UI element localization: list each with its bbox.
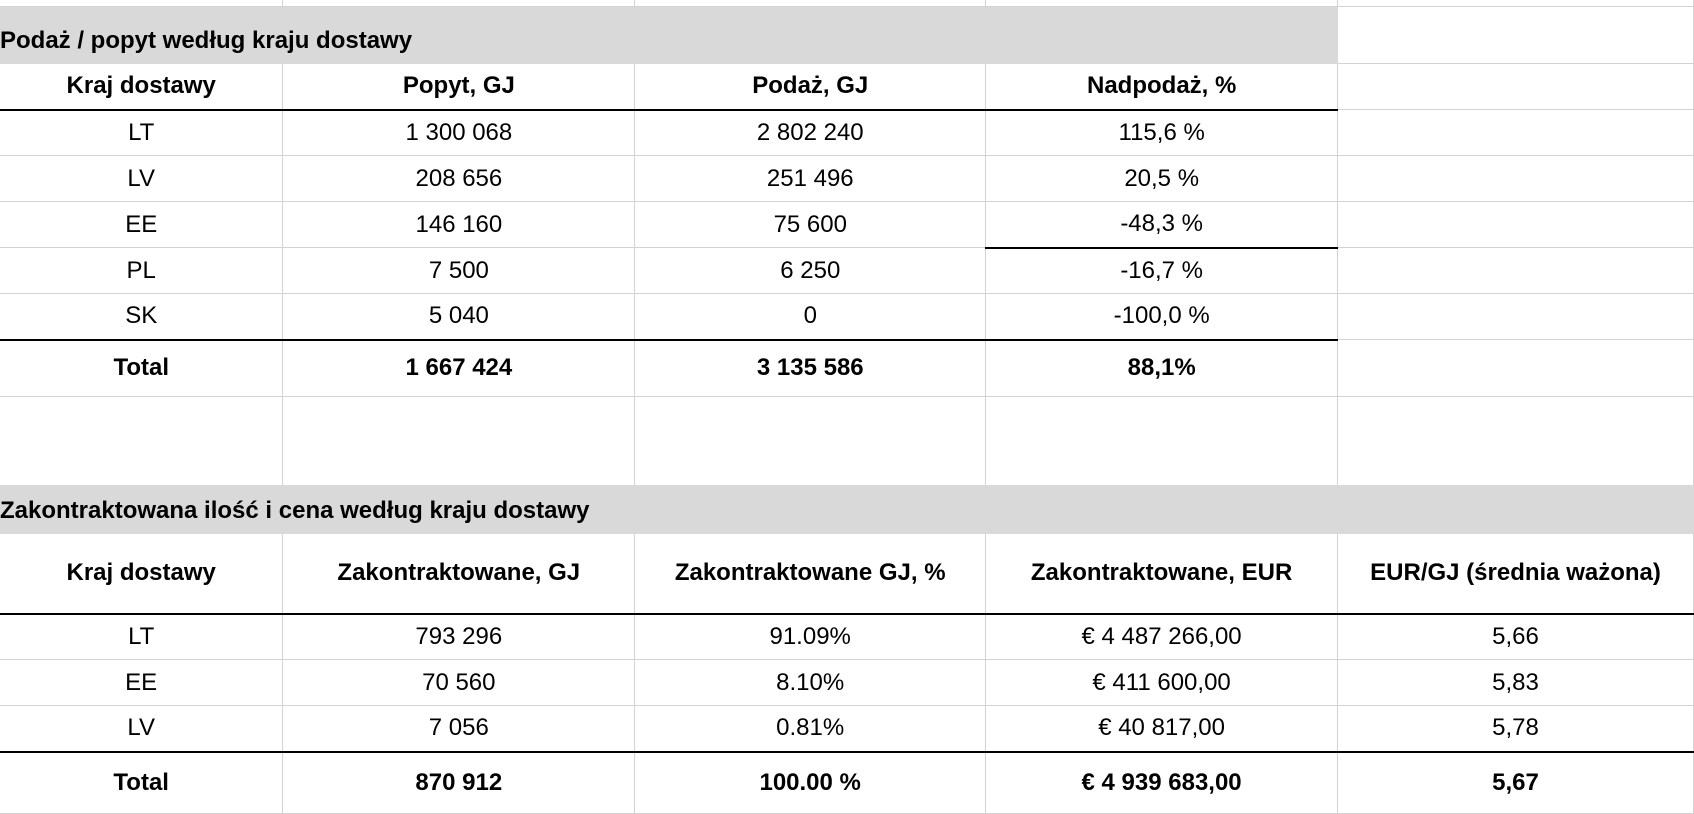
section-title[interactable]: Podaż / popyt według kraju dostawy: [0, 6, 1339, 64]
cell[interactable]: 0.81%: [634, 705, 987, 753]
cell[interactable]: LV: [0, 155, 284, 202]
table-row: LT 1 300 068 2 802 240 115,6 %: [0, 109, 1694, 156]
table-row: LT 793 296 91.09% € 4 487 266,00 5,66: [0, 613, 1694, 660]
cell[interactable]: 870 912: [282, 751, 636, 814]
cell[interactable]: SK: [0, 293, 284, 341]
cell[interactable]: 8.10%: [634, 659, 987, 706]
table-row: EE 70 560 8.10% € 411 600,00 5,83: [0, 659, 1694, 706]
cell[interactable]: 70 560: [282, 659, 636, 706]
cell[interactable]: EE: [0, 201, 284, 248]
cell[interactable]: 75 600: [634, 201, 987, 248]
cell[interactable]: 793 296: [282, 613, 636, 660]
column-header[interactable]: EUR/GJ (średnia ważona): [1337, 533, 1694, 615]
cell[interactable]: EE: [0, 659, 284, 706]
total-row: Total 1 667 424 3 135 586 88,1%: [0, 339, 1694, 397]
contracted-table: Zakontraktowana ilość i cena według kraj…: [0, 485, 1694, 814]
cell[interactable]: € 411 600,00: [985, 659, 1339, 706]
cell[interactable]: 5 040: [282, 293, 636, 341]
cell[interactable]: 20,5 %: [985, 155, 1339, 202]
cell[interactable]: 91.09%: [634, 613, 987, 660]
column-header[interactable]: Zakontraktowane GJ, %: [634, 533, 987, 615]
table-row: SK 5 040 0 -100,0 %: [0, 293, 1694, 341]
total-row: Total 870 912 100.00 % € 4 939 683,00 5,67: [0, 751, 1694, 814]
cell[interactable]: 1 300 068: [282, 109, 636, 156]
cell[interactable]: 0: [634, 293, 987, 341]
cell[interactable]: 3 135 586: [634, 339, 987, 397]
cell[interactable]: 146 160: [282, 201, 636, 248]
cell[interactable]: 7 500: [282, 247, 636, 294]
column-header[interactable]: Zakontraktowane, GJ: [282, 533, 636, 615]
column-header[interactable]: Zakontraktowane, EUR: [985, 533, 1339, 615]
cell[interactable]: 115,6 %: [985, 109, 1339, 156]
cell[interactable]: PL: [0, 247, 284, 294]
total-label[interactable]: Total: [0, 339, 284, 397]
cell[interactable]: -48,3 %: [985, 201, 1339, 249]
column-header[interactable]: Nadpodaż, %: [985, 63, 1339, 111]
cell[interactable]: € 4 939 683,00: [985, 751, 1339, 814]
table-row: LV 7 056 0.81% € 40 817,00 5,78: [0, 705, 1694, 753]
cell[interactable]: LT: [0, 109, 284, 156]
cell[interactable]: 5,67: [1337, 751, 1694, 814]
cell[interactable]: 5,83: [1337, 659, 1694, 706]
column-header[interactable]: Kraj dostawy: [0, 63, 284, 111]
cell[interactable]: -100,0 %: [985, 293, 1339, 341]
cell[interactable]: 88,1%: [985, 339, 1339, 397]
cell[interactable]: 5,78: [1337, 705, 1694, 753]
cell[interactable]: 208 656: [282, 155, 636, 202]
column-header[interactable]: Podaż, GJ: [634, 63, 987, 111]
cell[interactable]: 5,66: [1337, 613, 1694, 660]
table-row: EE 146 160 75 600 -48,3 %: [0, 201, 1694, 249]
cell[interactable]: 6 250: [634, 247, 987, 294]
cell[interactable]: -16,7 %: [985, 247, 1339, 294]
cell[interactable]: 1 667 424: [282, 339, 636, 397]
supply-demand-table: Podaż / popyt według kraju dostawy Kraj …: [0, 0, 1694, 487]
column-header[interactable]: Popyt, GJ: [282, 63, 636, 111]
cell[interactable]: € 4 487 266,00: [985, 613, 1339, 660]
cell[interactable]: 2 802 240: [634, 109, 987, 156]
column-header[interactable]: Kraj dostawy: [0, 533, 284, 615]
empty-row: [0, 396, 1694, 487]
cell[interactable]: LT: [0, 613, 284, 660]
section-title[interactable]: Zakontraktowana ilość i cena według kraj…: [0, 485, 1694, 534]
cell[interactable]: 7 056: [282, 705, 636, 753]
table-row: LV 208 656 251 496 20,5 %: [0, 155, 1694, 202]
cell[interactable]: 251 496: [634, 155, 987, 202]
cell[interactable]: LV: [0, 705, 284, 753]
total-label[interactable]: Total: [0, 751, 284, 814]
cell[interactable]: 100.00 %: [634, 751, 987, 814]
cell[interactable]: € 40 817,00: [985, 705, 1339, 753]
table-row: PL 7 500 6 250 -16,7 %: [0, 247, 1694, 294]
